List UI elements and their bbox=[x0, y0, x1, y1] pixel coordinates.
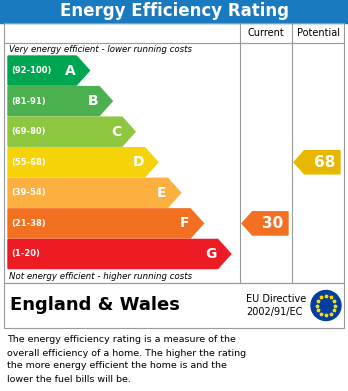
Polygon shape bbox=[8, 86, 112, 116]
Text: Current: Current bbox=[248, 28, 284, 38]
Text: 68: 68 bbox=[314, 155, 335, 170]
Text: G: G bbox=[205, 247, 217, 261]
Text: Not energy efficient - higher running costs: Not energy efficient - higher running co… bbox=[9, 272, 192, 281]
Text: lower the fuel bills will be.: lower the fuel bills will be. bbox=[7, 375, 131, 384]
Text: Very energy efficient - lower running costs: Very energy efficient - lower running co… bbox=[9, 45, 192, 54]
Polygon shape bbox=[8, 56, 89, 85]
Text: (69-80): (69-80) bbox=[11, 127, 46, 136]
Text: (21-38): (21-38) bbox=[11, 219, 46, 228]
Polygon shape bbox=[8, 239, 231, 269]
Text: A: A bbox=[65, 63, 76, 77]
Text: C: C bbox=[111, 125, 121, 139]
Polygon shape bbox=[294, 151, 340, 174]
Text: D: D bbox=[132, 155, 144, 169]
Text: Potential: Potential bbox=[296, 28, 340, 38]
Polygon shape bbox=[8, 178, 181, 207]
Text: the more energy efficient the home is and the: the more energy efficient the home is an… bbox=[7, 362, 227, 371]
Polygon shape bbox=[8, 148, 158, 177]
Polygon shape bbox=[8, 117, 135, 146]
Polygon shape bbox=[242, 212, 288, 235]
Bar bbox=[0, 0, 348, 23]
Text: E: E bbox=[157, 186, 167, 200]
Text: (55-68): (55-68) bbox=[11, 158, 46, 167]
Text: 30: 30 bbox=[262, 216, 283, 231]
Polygon shape bbox=[8, 209, 204, 238]
Text: (1-20): (1-20) bbox=[11, 249, 40, 258]
Text: overall efficiency of a home. The higher the rating: overall efficiency of a home. The higher… bbox=[7, 348, 246, 357]
Bar bbox=[4, 283, 344, 328]
Text: Energy Efficiency Rating: Energy Efficiency Rating bbox=[60, 2, 288, 20]
Text: F: F bbox=[180, 216, 189, 230]
Text: B: B bbox=[88, 94, 98, 108]
Text: England & Wales: England & Wales bbox=[10, 296, 180, 314]
Bar bbox=[4, 23, 344, 283]
Text: (81-91): (81-91) bbox=[11, 97, 46, 106]
Text: 2002/91/EC: 2002/91/EC bbox=[246, 307, 302, 316]
Circle shape bbox=[311, 291, 341, 321]
Text: (39-54): (39-54) bbox=[11, 188, 46, 197]
Text: EU Directive: EU Directive bbox=[246, 294, 306, 305]
Text: The energy efficiency rating is a measure of the: The energy efficiency rating is a measur… bbox=[7, 335, 236, 344]
Text: (92-100): (92-100) bbox=[11, 66, 52, 75]
